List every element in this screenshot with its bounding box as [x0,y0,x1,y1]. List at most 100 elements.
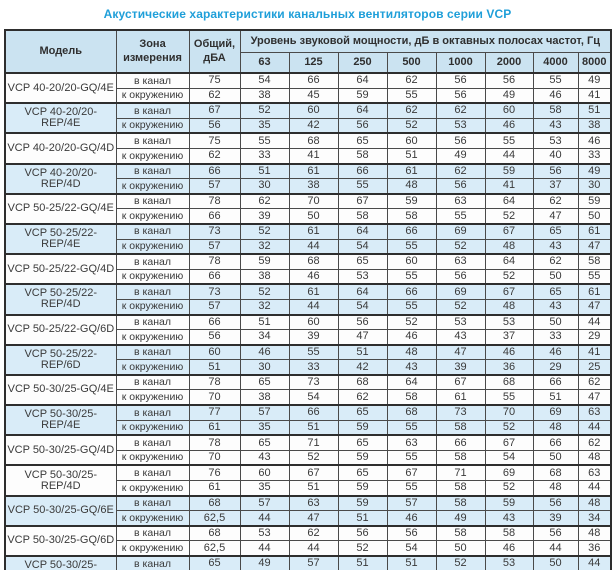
band-level-cell: 66 [532,373,579,391]
band-level-cell: 43 [435,329,486,346]
band-level-cell: 52 [239,222,290,240]
band-level-cell: 73 [435,404,486,421]
band-level-cell: 70 [484,404,534,421]
band-level-cell: 67 [484,283,534,300]
zone-cell-ambient: к окружению [115,178,190,195]
band-level-cell: 30 [239,178,290,195]
band-level-cell: 29 [577,329,612,346]
band-level-cell: 55 [288,343,339,361]
total-dba-cell: 78 [188,253,241,270]
band-level-cell: 51 [386,147,437,165]
band-level-cell: 50 [532,313,579,331]
table-row: VCP 40-20/20-GQ/4E в канал 75 54 66 64 62 56 56 5… [4,71,612,104]
band-level-cell: 44 [288,540,339,557]
band-level-cell: 69 [484,464,534,482]
total-dba-cell: 56 [188,329,241,346]
band-level-cell: 51 [577,102,612,119]
band-level-cell: 55 [386,480,437,497]
total-dba-cell: 66 [188,313,241,331]
zone-cell-duct: в канал [115,313,190,331]
band-level-cell: 49 [435,147,486,165]
band-level-cell: 53 [435,117,486,134]
band-level-cell: 52 [386,313,437,331]
band-level-cell: 60 [484,102,534,119]
band-level-cell: 41 [484,178,534,195]
band-level-cell: 67 [484,434,534,451]
model-cell: VCP 40-20/20-REP/4D [4,162,117,195]
band-level-cell: 48 [532,419,579,436]
zone-cell-duct: в канал [115,132,190,149]
band-level-cell: 52 [435,554,486,570]
band-level-cell: 62 [288,524,339,542]
band-level-cell: 55 [239,132,290,149]
band-level-cell: 54 [386,540,437,557]
zone-cell-duct: в канал [115,162,190,180]
band-level-cell: 53 [435,313,486,331]
zone-cell-duct: в канал [115,283,190,300]
total-dba-cell: 62 [188,147,241,165]
band-level-cell: 65 [337,132,388,149]
model-cell: VCP 50-30/25-GQ/4E [4,373,117,406]
band-level-cell: 57 [239,494,290,512]
band-level-cell: 47 [435,343,486,361]
band-level-cell: 49 [239,554,290,570]
table-row: VCP 40-20/20-GQ/4D в канал 75 55 68 65 60 56 55 5… [4,132,612,165]
band-level-cell: 64 [484,192,534,210]
total-dba-cell: 73 [188,222,241,240]
band-level-cell: 52 [239,102,290,119]
band-level-cell: 58 [435,449,486,466]
zone-cell-ambient: к окружению [115,238,190,255]
band-level-cell: 51 [288,419,339,436]
band-level-cell: 52 [484,208,534,225]
band-level-cell: 56 [532,162,579,180]
total-dba-cell: 66 [188,162,241,180]
band-level-cell: 52 [484,419,534,436]
table-row: VCP 40-20/20-REP/4E в канал 67 52 60 64 62 62 60… [4,102,612,134]
table-row: VCP 50-25/22-GQ/6D в канал 66 51 60 56 52 53 53 5… [4,313,612,346]
band-level-cell: 58 [577,253,612,270]
band-level-cell: 54 [288,389,339,406]
band-level-cell: 53 [484,313,534,331]
zone-cell-ambient: к окружению [115,329,190,346]
band-level-cell: 46 [532,87,579,104]
model-cell: VCP 50-30/25-GQ/6E [4,494,117,527]
band-level-cell: 51 [386,554,437,570]
band-level-cell: 56 [435,87,486,104]
band-level-cell: 48 [484,298,534,316]
total-dba-cell: 77 [188,404,241,421]
band-level-cell: 51 [239,313,290,331]
model-cell: VCP 50-30/25-REP/6D [4,554,117,570]
zone-cell-duct: в канал [115,554,190,570]
total-dba-cell: 62,5 [188,540,241,557]
band-level-cell: 67 [288,464,339,482]
acoustic-table: Модель Зона измерения Общий, дБА Уровень… [4,29,613,570]
zone-cell-ambient: к окружению [115,359,190,376]
band-level-cell: 47 [577,389,612,406]
band-level-cell: 56 [337,117,388,134]
band-level-cell: 59 [337,87,388,104]
band-level-cell: 47 [337,329,388,346]
band-level-cell: 66 [386,283,437,300]
band-level-cell: 71 [435,464,486,482]
band-level-cell: 44 [577,480,612,497]
band-level-cell: 50 [532,268,579,285]
band-level-cell: 62 [577,434,612,451]
band-level-cell: 35 [239,419,290,436]
band-level-cell: 70 [288,192,339,210]
band-level-cell: 66 [337,162,388,180]
band-level-cell: 59 [337,449,388,466]
band-level-cell: 48 [577,524,612,542]
band-level-cell: 56 [435,178,486,195]
band-level-cell: 41 [288,147,339,165]
column-header-125hz: 125 [288,52,339,74]
band-level-cell: 38 [239,389,290,406]
band-level-cell: 38 [239,268,290,285]
table-row: к окружению 51 30 33 42 43 39 36 29 25 [5,359,612,376]
total-dba-cell: 51 [188,359,241,376]
header-row-frequencies: 63 125 250 500 1000 2000 4000 8000 [5,52,612,74]
band-level-cell: 48 [532,480,579,497]
band-level-cell: 66 [532,434,579,451]
band-level-cell: 58 [435,419,486,436]
band-level-cell: 37 [532,178,579,195]
table-row: к окружению 57 30 38 55 48 56 41 37 30 [5,178,612,195]
